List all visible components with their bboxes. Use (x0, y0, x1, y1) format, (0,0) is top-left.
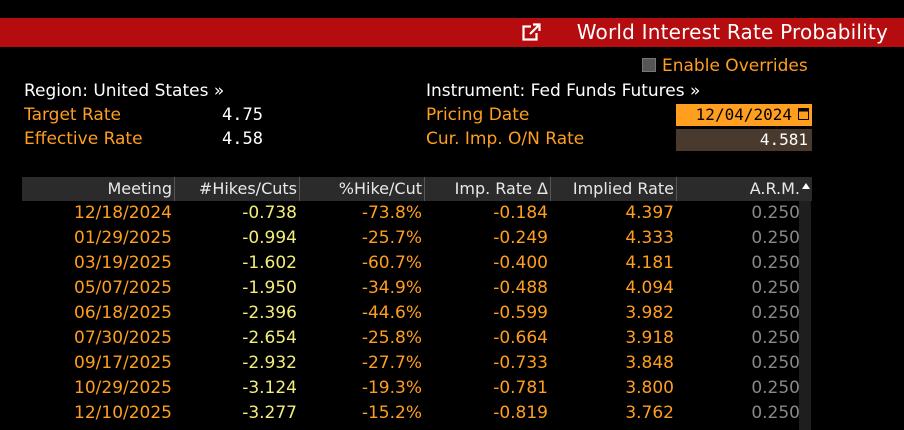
hikes-cuts-cell: -2.654 (242, 328, 297, 348)
pct-hike-cut-cell: -25.7% (361, 228, 422, 248)
arm-cell: 0.250 (751, 253, 800, 273)
imp-rate-delta-cell: -0.400 (493, 253, 548, 273)
cur-imp-rate-label: Cur. Imp. O/N Rate (426, 129, 585, 149)
external-link-icon[interactable] (522, 23, 541, 42)
table-row[interactable]: 12/10/2025 -3.277 -15.2% -0.819 3.762 0.250 (22, 401, 812, 426)
pricing-date-value: 12/04/2024 (695, 105, 792, 124)
effective-rate-label: Effective Rate (24, 129, 143, 149)
imp-rate-delta-cell: -0.184 (493, 203, 548, 223)
pricing-date-input[interactable]: 12/04/2024 (676, 104, 812, 126)
table-scrollbar[interactable] (799, 201, 811, 430)
table-row[interactable]: 01/29/2025 -0.994 -25.7% -0.249 4.333 0.250 (22, 226, 812, 251)
imp-rate-delta-cell: -0.488 (493, 278, 548, 298)
table-row[interactable]: 07/30/2025 -2.654 -25.8% -0.664 3.918 0.250 (22, 326, 812, 351)
col-implied-rate[interactable]: Implied Rate (572, 179, 674, 198)
hikes-cuts-cell: -1.950 (242, 278, 297, 298)
col-divider (174, 177, 175, 201)
table-row[interactable]: 03/19/2025 -1.602 -60.7% -0.400 4.181 0.250 (22, 251, 812, 276)
table-row[interactable]: 12/18/2024 -0.738 -73.8% -0.184 4.397 0.250 (22, 201, 812, 226)
instrument-selector[interactable]: Instrument: Fed Funds Futures » (426, 81, 701, 101)
meeting-date-cell: 06/18/2025 (74, 303, 172, 323)
hikes-cuts-cell: -0.994 (242, 228, 297, 248)
table-row[interactable]: 06/18/2025 -2.396 -44.6% -0.599 3.982 0.250 (22, 301, 812, 326)
table-row[interactable]: 05/07/2025 -1.950 -34.9% -0.488 4.094 0.250 (22, 276, 812, 301)
pct-hike-cut-cell: -15.2% (361, 403, 422, 423)
target-rate-label: Target Rate (24, 105, 121, 125)
col-pct-hike-cut[interactable]: %Hike/Cut (338, 179, 422, 198)
hikes-cuts-cell: -2.932 (242, 353, 297, 373)
enable-overrides-checkbox[interactable]: Enable Overrides (642, 56, 808, 78)
title-bar: World Interest Rate Probability (0, 18, 904, 47)
col-divider (550, 177, 551, 201)
implied-rate-cell: 3.982 (625, 303, 674, 323)
target-rate-value: 4.75 (222, 105, 263, 125)
pct-hike-cut-cell: -27.7% (361, 353, 422, 373)
hikes-cuts-cell: -2.396 (242, 303, 297, 323)
implied-rate-cell: 3.918 (625, 328, 674, 348)
imp-rate-delta-cell: -0.819 (493, 403, 548, 423)
cur-imp-rate-value[interactable]: 4.581 (676, 129, 812, 151)
col-divider (676, 177, 677, 201)
col-arm[interactable]: A.R.M. (749, 179, 800, 198)
meeting-date-cell: 12/18/2024 (74, 203, 172, 223)
window-title: World Interest Rate Probability (576, 20, 888, 44)
col-divider (424, 177, 425, 201)
table-header: Meeting #Hikes/Cuts %Hike/Cut Imp. Rate … (22, 177, 812, 201)
meeting-date-cell: 01/29/2025 (74, 228, 172, 248)
meeting-date-cell: 07/30/2025 (74, 328, 172, 348)
implied-rate-cell: 4.333 (625, 228, 674, 248)
meeting-date-cell: 03/19/2025 (74, 253, 172, 273)
implied-rate-cell: 4.181 (625, 253, 674, 273)
checkbox-box[interactable] (642, 58, 656, 72)
col-meeting[interactable]: Meeting (107, 179, 172, 198)
implied-rate-cell: 4.094 (625, 278, 674, 298)
col-divider (299, 177, 300, 201)
table-row[interactable]: 09/17/2025 -2.932 -27.7% -0.733 3.848 0.250 (22, 351, 812, 376)
arm-cell: 0.250 (751, 378, 800, 398)
meeting-date-cell: 09/17/2025 (74, 353, 172, 373)
arm-cell: 0.250 (751, 353, 800, 373)
arm-cell: 0.250 (751, 328, 800, 348)
pct-hike-cut-cell: -60.7% (361, 253, 422, 273)
arm-cell: 0.250 (751, 303, 800, 323)
meeting-date-cell: 12/10/2025 (74, 403, 172, 423)
imp-rate-delta-cell: -0.664 (493, 328, 548, 348)
probability-table: Meeting #Hikes/Cuts %Hike/Cut Imp. Rate … (22, 177, 812, 430)
pct-hike-cut-cell: -34.9% (361, 278, 422, 298)
imp-rate-delta-cell: -0.249 (493, 228, 548, 248)
arm-cell: 0.250 (751, 228, 800, 248)
implied-rate-cell: 3.800 (625, 378, 674, 398)
sort-up-icon[interactable] (802, 183, 810, 189)
implied-rate-cell: 3.762 (625, 403, 674, 423)
pct-hike-cut-cell: -44.6% (361, 303, 422, 323)
arm-cell: 0.250 (751, 278, 800, 298)
calendar-icon[interactable] (798, 107, 809, 120)
implied-rate-cell: 3.848 (625, 353, 674, 373)
meeting-date-cell: 05/07/2025 (74, 278, 172, 298)
arm-cell: 0.250 (751, 403, 800, 423)
arm-cell: 0.250 (751, 203, 800, 223)
effective-rate-value: 4.58 (222, 129, 263, 149)
hikes-cuts-cell: -3.124 (242, 378, 297, 398)
imp-rate-delta-cell: -0.733 (493, 353, 548, 373)
hikes-cuts-cell: -0.738 (242, 203, 297, 223)
enable-overrides-label: Enable Overrides (662, 56, 808, 76)
imp-rate-delta-cell: -0.599 (493, 303, 548, 323)
imp-rate-delta-cell: -0.781 (493, 378, 548, 398)
region-selector[interactable]: Region: United States » (24, 81, 225, 101)
implied-rate-cell: 4.397 (625, 203, 674, 223)
col-hikes-cuts[interactable]: #Hikes/Cuts (198, 179, 297, 198)
meeting-date-cell: 10/29/2025 (74, 378, 172, 398)
hikes-cuts-cell: -1.602 (242, 253, 297, 273)
table-row[interactable]: 10/29/2025 -3.124 -19.3% -0.781 3.800 0.250 (22, 376, 812, 401)
pct-hike-cut-cell: -73.8% (361, 203, 422, 223)
pct-hike-cut-cell: -19.3% (361, 378, 422, 398)
pct-hike-cut-cell: -25.8% (361, 328, 422, 348)
col-imp-rate-delta[interactable]: Imp. Rate Δ (454, 179, 548, 198)
pricing-date-label: Pricing Date (426, 105, 530, 125)
hikes-cuts-cell: -3.277 (242, 403, 297, 423)
